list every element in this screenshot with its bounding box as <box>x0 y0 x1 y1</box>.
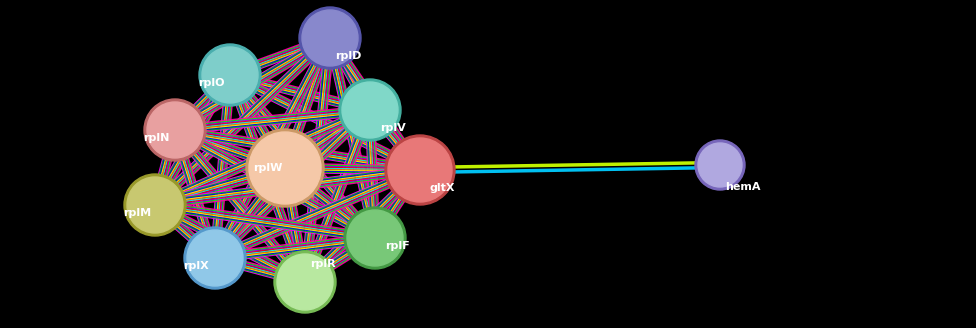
Text: rplN: rplN <box>143 133 170 143</box>
Text: rplM: rplM <box>123 208 151 218</box>
Circle shape <box>347 210 403 266</box>
Circle shape <box>299 7 361 69</box>
Text: rplX: rplX <box>183 261 209 271</box>
Text: rplV: rplV <box>380 123 406 133</box>
Circle shape <box>199 44 261 106</box>
Circle shape <box>277 254 333 310</box>
Circle shape <box>124 174 186 236</box>
Circle shape <box>385 135 455 205</box>
Text: hemA: hemA <box>725 182 760 192</box>
Circle shape <box>342 82 398 138</box>
Circle shape <box>144 99 206 161</box>
Circle shape <box>249 132 321 204</box>
Circle shape <box>302 10 358 66</box>
Circle shape <box>127 177 183 233</box>
Circle shape <box>339 79 401 141</box>
Circle shape <box>147 102 203 158</box>
Circle shape <box>388 138 452 202</box>
Text: rplW: rplW <box>253 163 282 173</box>
Text: rplO: rplO <box>198 78 224 88</box>
Circle shape <box>698 143 742 187</box>
Text: rplD: rplD <box>335 51 361 61</box>
Circle shape <box>695 140 745 190</box>
Circle shape <box>274 251 336 313</box>
Circle shape <box>344 207 406 269</box>
Circle shape <box>184 227 246 289</box>
Circle shape <box>187 230 243 286</box>
Circle shape <box>246 129 324 207</box>
Text: rplR: rplR <box>310 259 336 269</box>
Circle shape <box>202 47 258 103</box>
Text: rplF: rplF <box>385 241 410 251</box>
Text: gltX: gltX <box>430 183 456 193</box>
